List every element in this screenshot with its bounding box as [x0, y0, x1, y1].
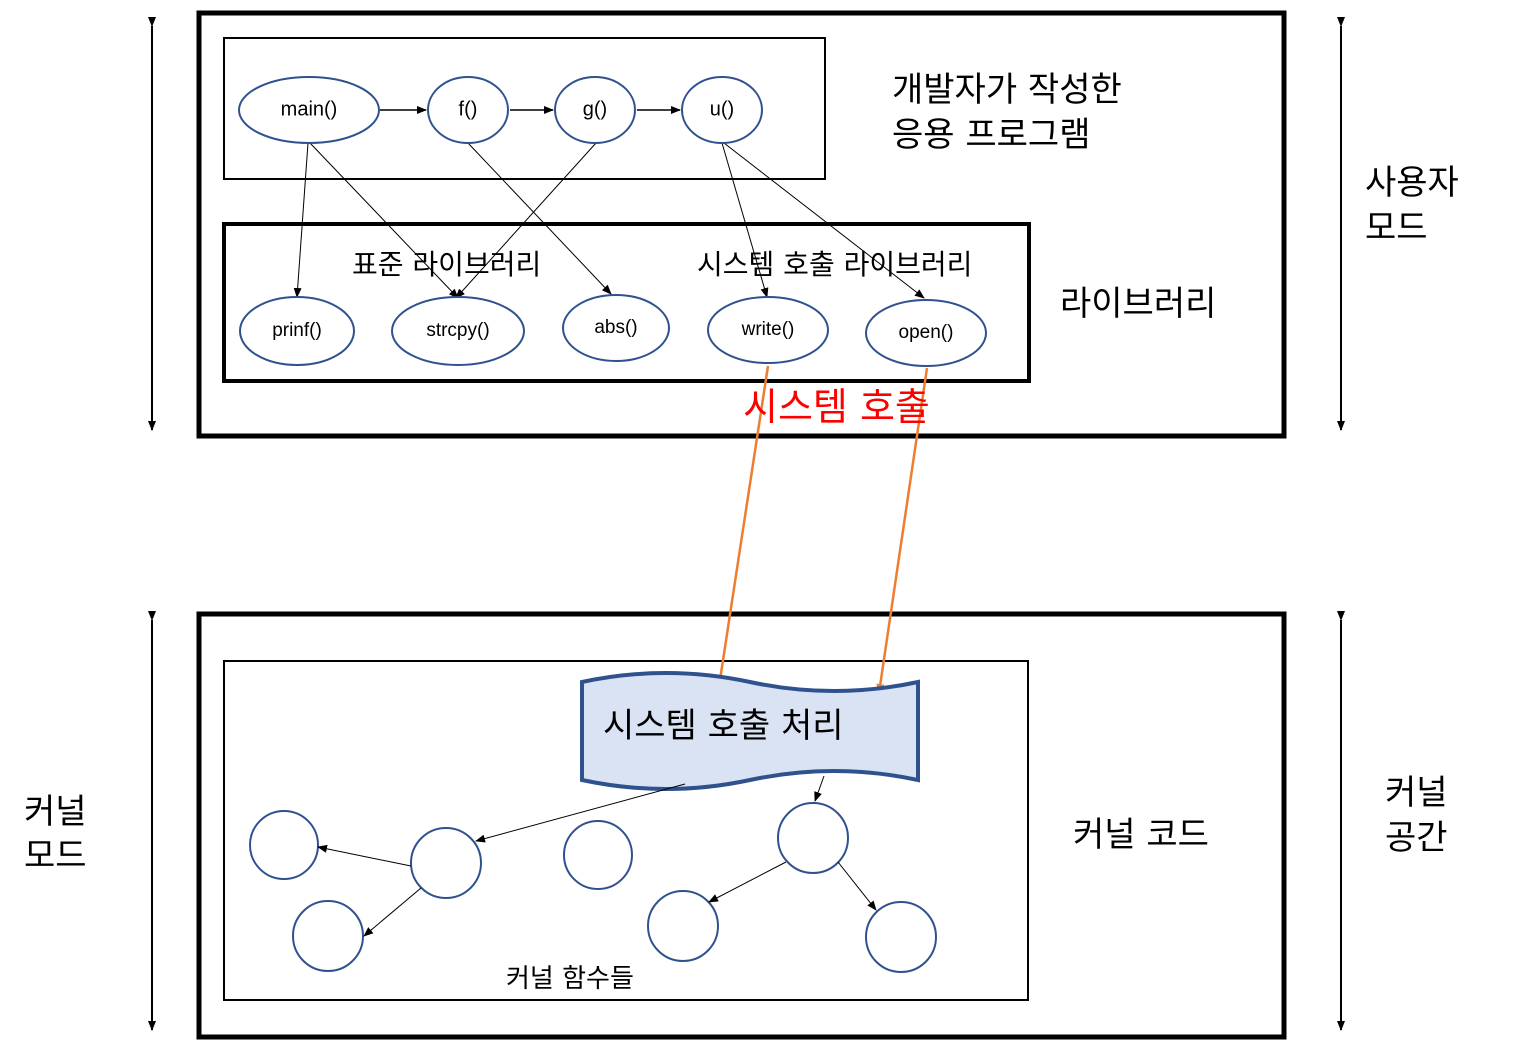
kernel-mode-label-line1: 커널 [24, 792, 87, 833]
library-label: 라이브러리 [1060, 284, 1216, 325]
std-lib-label: 표준 라이브러리 [352, 248, 541, 282]
system-call-label: 시스템 호출 [743, 385, 930, 431]
func-u: u() [682, 77, 762, 143]
func-f: f() [428, 77, 508, 143]
lib-func-strcpy: strcpy() [392, 297, 524, 365]
kernel-mode-label-line2: 모드 [24, 836, 87, 877]
func-g-label: g() [583, 98, 607, 120]
lib-func-abs: abs() [563, 295, 669, 361]
kernel-arrow [709, 862, 786, 902]
func-main: main() [239, 77, 379, 143]
kernel-arrow [838, 862, 876, 910]
arrow-main-to-prinf [297, 143, 308, 297]
lib-func-abs-label: abs() [594, 317, 637, 338]
kernel-functions-label: 커널 함수들 [506, 964, 634, 995]
app-label-line2: 응용 프로그램 [892, 115, 1091, 156]
user-mode-label-line2: 모드 [1365, 208, 1428, 249]
syscall-handler-label: 시스템 호출 처리 [603, 706, 844, 747]
user-mode-label-line1: 사용자 [1365, 163, 1459, 204]
kernel-arrow [364, 888, 421, 936]
func-f-label: f() [459, 98, 478, 120]
func-g: g() [555, 77, 635, 143]
kernel-code-label: 커널 코드 [1073, 815, 1209, 856]
kernel-space-label-line2: 공간 [1385, 818, 1448, 859]
func-u-label: u() [710, 98, 734, 120]
kernel-func-node [293, 901, 363, 971]
kernel-func-node [250, 811, 318, 879]
app-label-line1: 개발자가 작성한 [892, 70, 1122, 111]
syscall-lib-label: 시스템 호출 라이브러리 [697, 248, 972, 282]
lib-func-open: open() [866, 300, 986, 366]
lib-func-open-label: open() [899, 322, 954, 343]
kernel-func-node [411, 828, 481, 898]
kernel-func-node [866, 902, 936, 972]
kernel-func-node [648, 891, 718, 961]
lib-func-write: write() [708, 297, 828, 363]
kernel-space-label-line1: 커널 [1385, 773, 1448, 814]
lib-func-write-label: write() [741, 319, 795, 340]
lib-func-strcpy-label: strcpy() [426, 320, 489, 341]
kernel-arrow [815, 776, 824, 801]
lib-func-prinf-label: prinf() [272, 320, 322, 341]
kernel-func-node [564, 821, 632, 889]
func-main-label: main() [281, 98, 338, 120]
kernel-arrow [318, 847, 411, 866]
lib-func-prinf: prinf() [240, 297, 354, 365]
kernel-func-node [778, 803, 848, 873]
